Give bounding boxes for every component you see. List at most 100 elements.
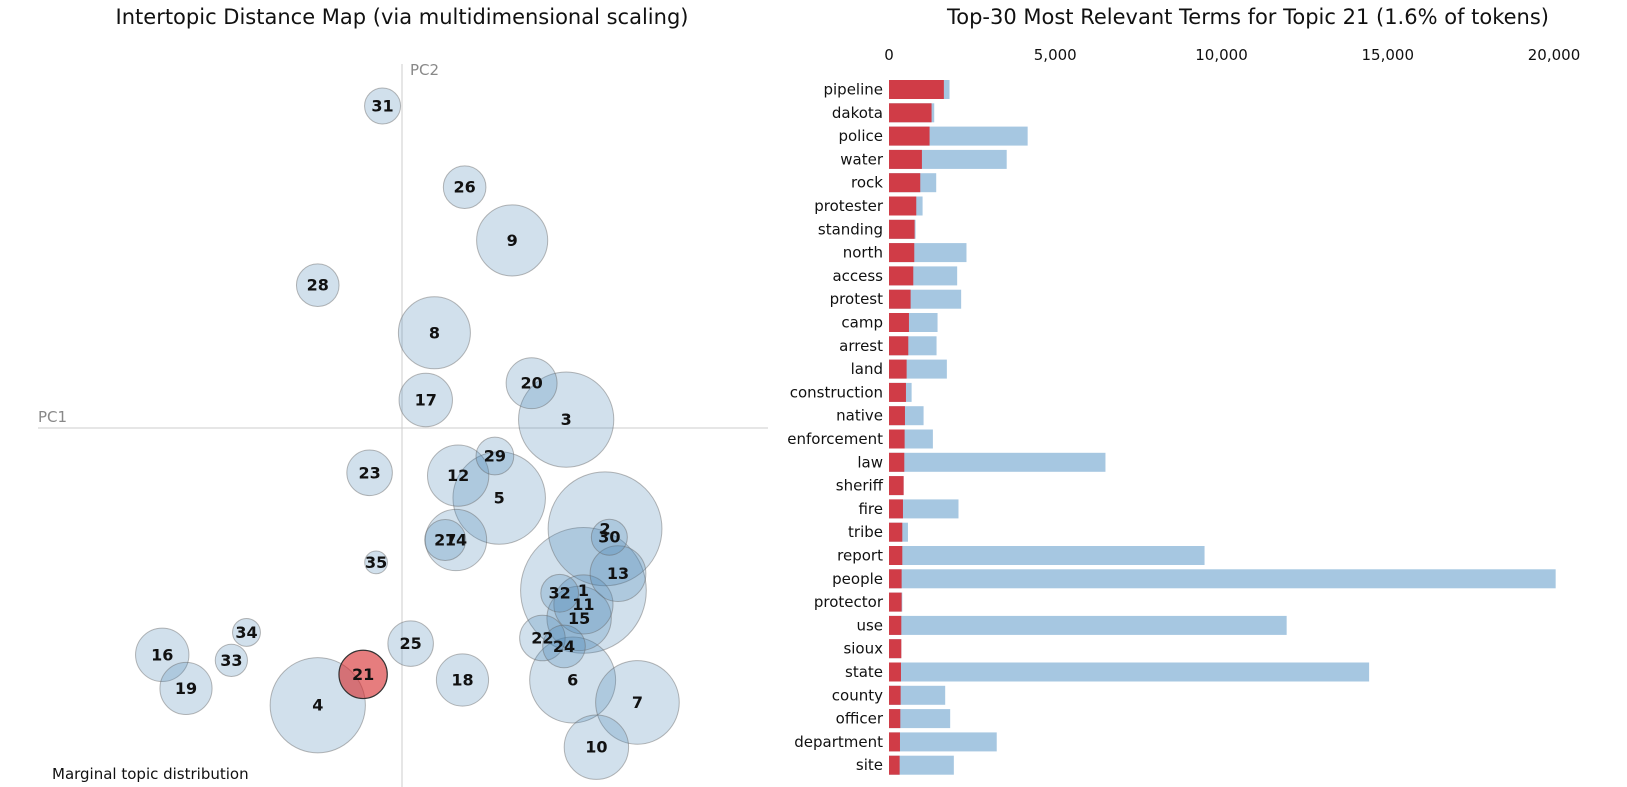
- overall-bar-people[interactable]: [889, 569, 1556, 589]
- topic-bar-department[interactable]: [889, 732, 900, 752]
- topic-bubble-13[interactable]: [589, 545, 647, 602]
- term-label-protest[interactable]: protest: [830, 290, 883, 308]
- topic-bar-rock[interactable]: [889, 173, 921, 193]
- topic-bubble-25[interactable]: [387, 620, 434, 667]
- term-label-people[interactable]: people: [832, 570, 883, 588]
- topic-bar-county[interactable]: [889, 685, 901, 705]
- overall-bar-department[interactable]: [889, 732, 997, 752]
- topic-bar-pipeline[interactable]: [889, 80, 944, 99]
- topic-bar-enforcement[interactable]: [889, 429, 905, 449]
- topic-bar-tribe[interactable]: [889, 522, 903, 542]
- overall-bar-state[interactable]: [889, 662, 1370, 682]
- topic-bubble-16[interactable]: [135, 627, 190, 682]
- term-label-standing[interactable]: standing: [818, 220, 883, 238]
- topic-bar-native[interactable]: [889, 406, 905, 426]
- topic-bubble-1[interactable]: [520, 527, 647, 654]
- topic-bubble-15[interactable]: [546, 585, 612, 652]
- topic-bar-people[interactable]: [889, 569, 902, 589]
- term-label-access[interactable]: access: [832, 267, 883, 285]
- term-label-site[interactable]: site: [856, 756, 883, 774]
- term-label-fire[interactable]: fire: [858, 500, 883, 518]
- term-label-county[interactable]: county: [832, 686, 883, 704]
- term-label-use[interactable]: use: [856, 616, 883, 634]
- topic-bar-water[interactable]: [889, 149, 922, 169]
- topic-bubble-21[interactable]: [338, 649, 388, 700]
- topic-bar-protest[interactable]: [889, 289, 911, 309]
- term-label-dakota[interactable]: dakota: [832, 104, 883, 122]
- topic-bubble-26[interactable]: [442, 165, 487, 209]
- term-label-law[interactable]: law: [857, 453, 883, 471]
- term-label-pipeline[interactable]: pipeline: [823, 81, 883, 99]
- topic-bar-site[interactable]: [889, 755, 900, 775]
- topic-bar-state[interactable]: [889, 662, 901, 682]
- term-label-tribe[interactable]: tribe: [848, 523, 883, 541]
- term-label-state[interactable]: state: [845, 663, 883, 681]
- topic-bar-dakota[interactable]: [889, 103, 932, 123]
- topic-bar-officer[interactable]: [889, 709, 901, 729]
- overall-bar-use[interactable]: [889, 615, 1287, 635]
- term-label-protector[interactable]: protector: [814, 593, 884, 611]
- topic-bubble-3[interactable]: [518, 371, 615, 468]
- overall-bar-report[interactable]: [889, 546, 1205, 565]
- topic-bar-sioux[interactable]: [889, 639, 902, 659]
- topic-bar-fire[interactable]: [889, 499, 903, 519]
- topic-bar-protester[interactable]: [889, 196, 917, 216]
- topic-bubble-32[interactable]: [540, 573, 580, 613]
- topic-bubble-12[interactable]: [427, 444, 490, 507]
- overall-bar-law[interactable]: [889, 452, 1106, 472]
- topic-bubble-9[interactable]: [476, 204, 549, 277]
- term-label-sioux[interactable]: sioux: [843, 640, 883, 658]
- topic-bubble-10[interactable]: [563, 714, 630, 780]
- topic-bar-arrest[interactable]: [889, 336, 909, 356]
- topic-bubble-8[interactable]: [397, 296, 471, 370]
- topic-bubble-14[interactable]: [424, 508, 488, 572]
- term-label-land[interactable]: land: [851, 360, 883, 378]
- topic-bubble-31[interactable]: [364, 87, 402, 125]
- topic-bar-sheriff[interactable]: [889, 476, 904, 496]
- term-label-report[interactable]: report: [837, 547, 883, 565]
- topic-bubble-17[interactable]: [398, 372, 453, 428]
- term-label-department[interactable]: department: [794, 733, 883, 751]
- topic-bubble-20[interactable]: [505, 357, 558, 410]
- topic-bar-law[interactable]: [889, 452, 905, 472]
- term-label-sheriff[interactable]: sheriff: [836, 477, 884, 495]
- topic-bubble-33[interactable]: [214, 643, 248, 677]
- topic-bar-construction[interactable]: [889, 382, 906, 402]
- term-label-water[interactable]: water: [840, 150, 884, 168]
- term-label-camp[interactable]: camp: [841, 314, 883, 332]
- topic-bubble-27[interactable]: [424, 518, 467, 562]
- topic-bar-camp[interactable]: [889, 313, 909, 332]
- term-label-arrest[interactable]: arrest: [839, 337, 883, 355]
- topic-bar-use[interactable]: [889, 615, 902, 635]
- term-label-officer[interactable]: officer: [836, 710, 884, 728]
- topic-bar-access[interactable]: [889, 266, 914, 286]
- topic-bubble-28[interactable]: [295, 263, 340, 307]
- topic-bubble-5[interactable]: [452, 451, 546, 545]
- overall-bar-officer[interactable]: [889, 709, 951, 729]
- term-bars[interactable]: pipeline dakota police water rock protester st…: [787, 80, 1556, 775]
- topic-bar-police[interactable]: [889, 126, 930, 146]
- topic-bubble-34[interactable]: [232, 617, 261, 647]
- topic-bar-north[interactable]: [889, 243, 915, 263]
- topic-bubble-24[interactable]: [542, 624, 586, 669]
- overall-bar-fire[interactable]: [889, 499, 959, 519]
- topic-bubble-30[interactable]: [590, 518, 628, 556]
- overall-bar-county[interactable]: [889, 685, 946, 705]
- topic-bubble-7[interactable]: [595, 660, 680, 745]
- topic-bar-report[interactable]: [889, 546, 903, 565]
- term-label-construction[interactable]: construction: [790, 383, 883, 401]
- topic-bar-protector[interactable]: [889, 592, 902, 612]
- topic-bubble-19[interactable]: [159, 661, 213, 715]
- overall-bar-site[interactable]: [889, 755, 954, 775]
- term-label-police[interactable]: police: [838, 127, 883, 145]
- topic-bubble-18[interactable]: [435, 653, 490, 707]
- topic-bar-land[interactable]: [889, 359, 907, 379]
- term-label-native[interactable]: native: [836, 407, 883, 425]
- topic-bubble-11[interactable]: [553, 574, 614, 635]
- term-label-rock[interactable]: rock: [851, 174, 883, 192]
- topic-bubble-23[interactable]: [346, 449, 393, 497]
- topic-bubble-6[interactable]: [529, 636, 617, 724]
- term-label-protester[interactable]: protester: [814, 197, 884, 215]
- term-label-enforcement[interactable]: enforcement: [787, 430, 883, 448]
